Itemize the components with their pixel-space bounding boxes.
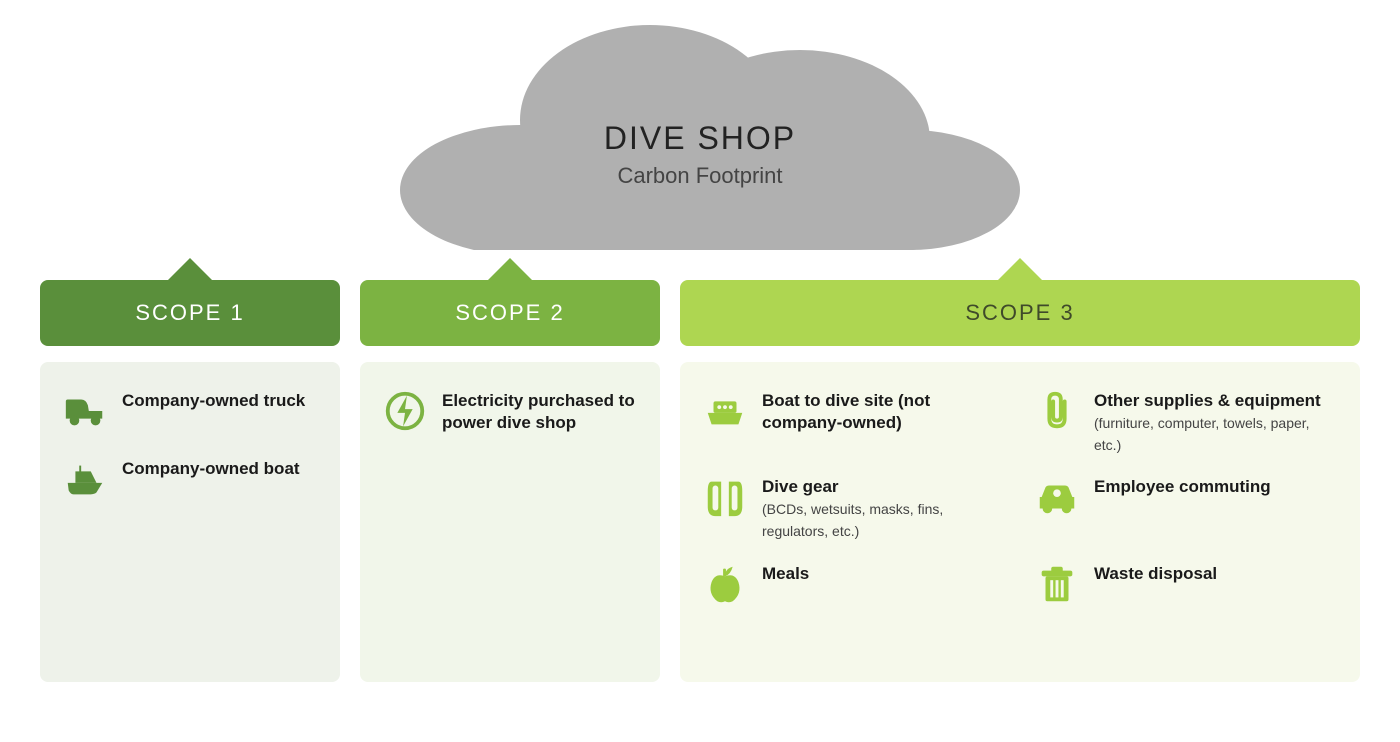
scopes-row: SCOPE 1 Company-owned truck (40, 280, 1360, 682)
trash-icon (1034, 561, 1080, 607)
paperclip-icon (1034, 388, 1080, 434)
electricity-icon (382, 388, 428, 434)
scope-3-pointer (998, 258, 1042, 280)
item-boat-text: Company-owned boat (122, 456, 300, 480)
scope-1-header: SCOPE 1 (40, 280, 340, 346)
scope-1-header-wrap: SCOPE 1 (40, 280, 340, 346)
item-electricity-text: Electricity purchased to power dive shop (442, 388, 638, 434)
scope-3-items: Boat to dive site (not company-owned) Ot… (702, 388, 1338, 607)
item-truck: Company-owned truck (62, 388, 318, 434)
scope-2-label: SCOPE 2 (455, 300, 564, 325)
scope-2-header-wrap: SCOPE 2 (360, 280, 660, 346)
item-commute-text: Employee commuting (1094, 474, 1271, 498)
item-boat: Company-owned boat (62, 456, 318, 502)
item-gear: Dive gear (BCDs, wetsuits, masks, fins, … (702, 474, 1006, 542)
car-icon (1034, 474, 1080, 520)
scope-1: SCOPE 1 Company-owned truck (40, 280, 340, 682)
scope-3-body: Boat to dive site (not company-owned) Ot… (680, 362, 1360, 682)
fins-icon (702, 474, 748, 520)
item-waste-text: Waste disposal (1094, 561, 1217, 585)
truck-icon (62, 388, 108, 434)
scope-3: SCOPE 3 Boat to dive site (not company-o… (680, 280, 1360, 682)
item-ferry-text: Boat to dive site (not company-owned) (762, 388, 1006, 434)
scope-1-pointer (168, 258, 212, 280)
item-commute: Employee commuting (1034, 474, 1338, 542)
item-supplies: Other supplies & equipment (furniture, c… (1034, 388, 1338, 456)
item-waste: Waste disposal (1034, 561, 1338, 607)
scope-3-header-wrap: SCOPE 3 (680, 280, 1360, 346)
item-gear-text: Dive gear (BCDs, wetsuits, masks, fins, … (762, 474, 1006, 542)
apple-icon (702, 561, 748, 607)
scope-1-items: Company-owned truck Company-owned boat (62, 388, 318, 502)
item-meals: Meals (702, 561, 1006, 607)
item-meals-text: Meals (762, 561, 809, 585)
scope-3-label: SCOPE 3 (965, 300, 1074, 325)
item-electricity: Electricity purchased to power dive shop (382, 388, 638, 434)
scope-2: SCOPE 2 Electricity purchased to power d… (360, 280, 660, 682)
scope-2-body: Electricity purchased to power dive shop (360, 362, 660, 682)
scope-2-header: SCOPE 2 (360, 280, 660, 346)
scope-2-items: Electricity purchased to power dive shop (382, 388, 638, 434)
cloud-text: DIVE SHOP Carbon Footprint (604, 120, 796, 189)
scope-1-body: Company-owned truck Company-owned boat (40, 362, 340, 682)
cloud-header: DIVE SHOP Carbon Footprint (350, 20, 1050, 250)
scope-1-label: SCOPE 1 (135, 300, 244, 325)
scope-3-header: SCOPE 3 (680, 280, 1360, 346)
page-title: DIVE SHOP (604, 120, 796, 157)
item-truck-text: Company-owned truck (122, 388, 305, 412)
item-supplies-text: Other supplies & equipment (furniture, c… (1094, 388, 1338, 456)
page-subtitle: Carbon Footprint (604, 163, 796, 189)
boat-icon (62, 456, 108, 502)
infographic-container: DIVE SHOP Carbon Footprint SCOPE 1 (0, 0, 1400, 742)
ferry-icon (702, 388, 748, 434)
scope-2-pointer (488, 258, 532, 280)
item-ferry: Boat to dive site (not company-owned) (702, 388, 1006, 456)
